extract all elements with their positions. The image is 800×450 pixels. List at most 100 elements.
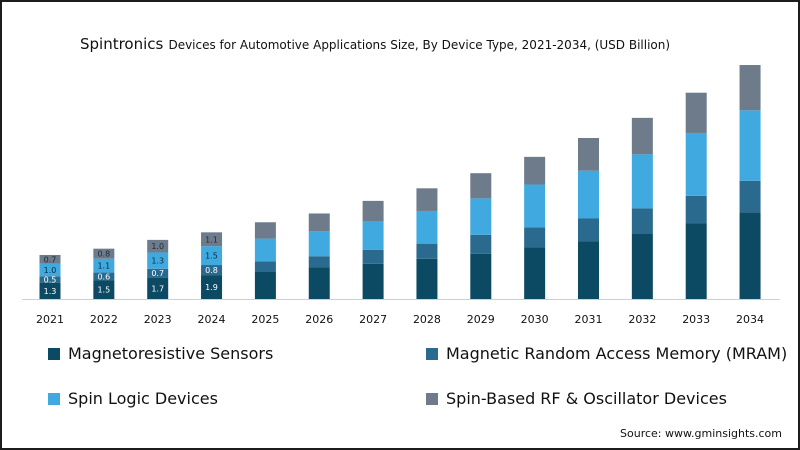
bar-segment-2021-spin_logic (39, 263, 61, 277)
bar-segment-2026-magnetoresistive (308, 267, 330, 299)
bar-segment-2031-rf_oscillator (578, 137, 599, 171)
legend-label-mram: Magnetic Random Access Memory (MRAM) (446, 344, 788, 363)
data-label-2021-magnetoresistive: 1.3 (44, 287, 57, 296)
x-tick-label-2024: 2024 (198, 313, 226, 326)
bar-segment-2027-magnetoresistive (362, 263, 384, 299)
bar-segment-2030-spin_logic (524, 184, 546, 228)
bar-segment-2030-mram (524, 227, 546, 248)
bar-segment-2025-magnetoresistive (254, 271, 276, 299)
bar-segment-2023-rf_oscillator (147, 239, 169, 253)
x-tick-label-2030: 2030 (521, 313, 549, 326)
bar-segment-2024-rf_oscillator (201, 232, 223, 247)
x-tick-label-2023: 2023 (144, 313, 172, 326)
x-tick-label-2031: 2031 (575, 313, 603, 326)
bar-segment-2026-rf_oscillator (308, 213, 330, 232)
bar-segment-2029-spin_logic (470, 198, 492, 235)
bar-segment-2025-mram (254, 261, 276, 272)
bar-segment-2027-mram (362, 249, 384, 264)
data-label-2021-rf_oscillator: 0.7 (44, 255, 57, 264)
legend-swatch-mram (426, 347, 438, 360)
bar-segment-2023-magnetoresistive (147, 277, 169, 299)
chart-title: Spintronics Devices for Automotive Appli… (80, 34, 670, 53)
legend-label-magnetoresistive: Magnetoresistive Sensors (68, 344, 274, 363)
bar-segment-2028-mram (416, 243, 438, 259)
bar-segment-2032-spin_logic (631, 154, 653, 209)
bar-segment-2029-rf_oscillator (470, 173, 492, 199)
x-tick-label-2025: 2025 (251, 313, 279, 326)
data-label-2024-rf_oscillator: 1.1 (205, 235, 218, 244)
bar-segment-2034-spin_logic (739, 110, 761, 181)
bar-segment-2027-spin_logic (362, 221, 384, 250)
bar-segment-2023-mram (147, 268, 169, 278)
legend-label-rf-oscillator: Spin-Based RF & Oscillator Devices (446, 389, 727, 408)
bar-segment-2028-rf_oscillator (416, 188, 438, 211)
bar-segment-2029-mram (470, 234, 492, 254)
bar-segment-2024-magnetoresistive (201, 275, 223, 299)
bar-segment-2032-rf_oscillator (631, 117, 653, 155)
data-label-2024-mram: 0.8 (205, 266, 218, 275)
bar-segment-2023-spin_logic (147, 252, 169, 269)
bar-segment-2033-spin_logic (685, 132, 707, 196)
bar-segment-2025-spin_logic (254, 238, 276, 262)
legend-item-rf-oscillator: Spin-Based RF & Oscillator Devices (426, 389, 727, 408)
legend-item-mram: Magnetic Random Access Memory (MRAM) (426, 344, 787, 363)
bar-segment-2033-magnetoresistive (685, 223, 707, 299)
data-label-2023-mram: 0.7 (151, 269, 164, 278)
source-note: Source: www.gminsights.com (620, 427, 782, 440)
legend-item-magnetoresistive: Magnetoresistive Sensors (48, 344, 273, 363)
bar-segment-2021-magnetoresistive (39, 282, 61, 299)
bar-segment-2027-rf_oscillator (362, 200, 384, 222)
bar-segment-2024-spin_logic (201, 246, 223, 266)
bar-segment-2031-spin_logic (578, 170, 599, 219)
data-label-2023-magnetoresistive: 1.7 (151, 284, 164, 293)
bar-segment-2021-mram (39, 276, 61, 283)
bar-segment-2029-magnetoresistive (470, 253, 492, 299)
bar-segment-2022-rf_oscillator (93, 248, 115, 259)
bar-segment-2026-mram (308, 256, 330, 268)
bar-segment-2034-rf_oscillator (739, 65, 761, 111)
bar-segment-2034-mram (739, 180, 761, 213)
bar-segment-2033-mram (685, 195, 707, 224)
x-tick-label-2022: 2022 (90, 313, 118, 326)
data-label-2023-spin_logic: 1.3 (151, 257, 164, 266)
bar-segment-2021-rf_oscillator (39, 254, 61, 264)
bar-segment-2026-spin_logic (308, 231, 330, 257)
x-tick-label-2029: 2029 (467, 313, 495, 326)
legend-swatch-rf-oscillator (426, 392, 438, 405)
x-tick-label-2032: 2032 (628, 313, 656, 326)
data-label-2022-rf_oscillator: 0.8 (97, 250, 110, 259)
bar-segment-2034-magnetoresistive (739, 212, 761, 299)
bar-segment-2028-spin_logic (416, 210, 438, 244)
x-tick-label-2028: 2028 (413, 313, 441, 326)
bar-segment-2032-mram (631, 208, 653, 234)
legend-swatch-spin-logic (48, 392, 60, 405)
data-label-2022-mram: 0.6 (97, 272, 110, 281)
legend-item-spin-logic: Spin Logic Devices (48, 389, 218, 408)
legend-swatch-magnetoresistive (48, 347, 60, 360)
data-label-2022-magnetoresistive: 1.5 (97, 286, 110, 295)
bar-segment-2022-magnetoresistive (93, 280, 115, 299)
bar-segment-2031-mram (578, 218, 599, 242)
bar-segment-2025-rf_oscillator (254, 222, 276, 239)
data-label-2022-spin_logic: 1.1 (97, 262, 110, 271)
data-label-2021-spin_logic: 1.0 (44, 266, 57, 275)
bar-segment-2024-mram (201, 265, 223, 276)
data-label-2024-magnetoresistive: 1.9 (205, 283, 218, 292)
x-tick-label-2034: 2034 (736, 313, 764, 326)
bar-segment-2028-magnetoresistive (416, 258, 438, 299)
bar-segment-2033-rf_oscillator (685, 92, 707, 133)
bar-segment-2032-magnetoresistive (631, 233, 653, 299)
bar-segment-2022-spin_logic (93, 258, 115, 273)
chart-title-bold: Spintronics (80, 35, 164, 53)
x-tick-label-2033: 2033 (682, 313, 710, 326)
data-label-2021-mram: 0.5 (44, 276, 57, 285)
bar-segment-2030-rf_oscillator (524, 156, 546, 185)
x-tick-label-2027: 2027 (359, 313, 387, 326)
x-tick-label-2026: 2026 (305, 313, 333, 326)
bar-segment-2022-mram (93, 272, 115, 281)
data-label-2023-rf_oscillator: 1.0 (151, 242, 164, 251)
x-tick-label-2021: 2021 (36, 313, 64, 326)
chart-title-rest: Devices for Automotive Applications Size… (168, 38, 671, 52)
